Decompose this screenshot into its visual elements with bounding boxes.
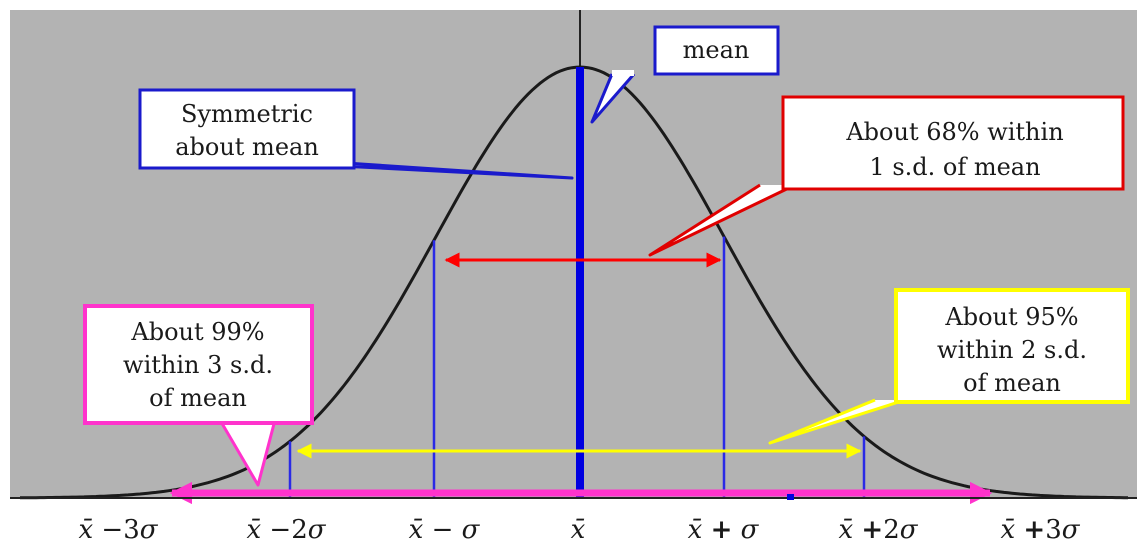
callout-1sd-line-2: 1 s.d. of mean: [869, 153, 1040, 181]
callout-3sd-line-3: of mean: [149, 384, 247, 412]
tick-op: +: [711, 515, 733, 545]
callout-2sd-line-1: About 95%: [944, 303, 1078, 331]
callout-symmetric-line-2: about mean: [175, 133, 319, 161]
tick-op: +: [1023, 515, 1045, 545]
tick-label-mean: x̄: [571, 515, 586, 545]
tick-label-plus-3sd: x̄ +3σ: [1000, 515, 1080, 545]
callout-1sd: About 68% within 1 s.d. of mean: [648, 95, 1125, 257]
callout-symmetric-pointer: [299, 158, 574, 180]
callout-symmetric-line-1: Symmetric: [181, 100, 313, 128]
tick-op: −: [269, 515, 291, 545]
tick-sigma: σ: [140, 515, 159, 545]
callout-2sd-line-3: of mean: [963, 369, 1061, 397]
tick-mult: 3: [1045, 515, 1062, 545]
tick-sigma: σ: [741, 515, 760, 545]
tick-label-minus-3sd: x̄ −3σ: [78, 515, 158, 545]
callout-3sd-box: [83, 304, 314, 425]
tick-op: +: [861, 515, 883, 545]
callout-3sd-pointer: [218, 419, 277, 487]
callout-1sd-pointer: [648, 183, 796, 257]
tick-label-plus-1sd: x̄ + σ: [688, 515, 760, 545]
callout-3sd-line-1: About 99%: [130, 318, 264, 346]
tick-base: x̄: [571, 515, 586, 545]
tick-base: x̄: [78, 515, 93, 545]
tick-mult: 2: [291, 515, 308, 545]
callout-mean: mean: [590, 25, 780, 124]
callout-1sd-box: [781, 95, 1125, 191]
callout-1sd-line-1: About 68% within: [845, 118, 1063, 146]
callout-mean-text: mean: [683, 36, 750, 64]
tick-base: x̄: [409, 515, 424, 545]
callout-2sd-line-2: within 2 s.d.: [937, 336, 1087, 364]
callout-3sd: About 99% within 3 s.d. of mean: [83, 304, 314, 487]
tick-sigma: σ: [462, 515, 481, 545]
tick-label-plus-2sd: x̄ +2σ: [838, 515, 918, 545]
callout-2sd: About 95% within 2 s.d. of mean: [768, 288, 1130, 445]
tick-op: −: [101, 515, 123, 545]
tick-base: x̄: [1000, 515, 1015, 545]
tick-sigma: σ: [1062, 515, 1081, 545]
tick-mult: 2: [883, 515, 900, 545]
tick-labels: x̄ −3σ x̄ −2σ x̄ − σ x̄ x̄ + σ x̄ +2σ x̄…: [78, 515, 1080, 545]
tick-base: x̄: [838, 515, 853, 545]
tick-base: x̄: [688, 515, 703, 545]
callout-3sd-line-2: within 3 s.d.: [123, 351, 273, 379]
tick-mult: 3: [123, 515, 140, 545]
tick-base: x̄: [246, 515, 261, 545]
callout-symmetric-box: [138, 88, 356, 170]
callout-symmetric: Symmetric about mean: [138, 88, 574, 180]
tick-label-minus-1sd: x̄ − σ: [409, 515, 481, 545]
callout-2sd-pointer: [768, 398, 906, 445]
tick-label-minus-2sd: x̄ −2σ: [246, 515, 326, 545]
callout-mean-join: [612, 70, 634, 76]
tick-sigma: σ: [900, 515, 919, 545]
tick-sigma: σ: [308, 515, 327, 545]
axis-marker: [787, 494, 794, 500]
callout-2sd-box: [894, 288, 1130, 404]
callout-mean-pointer: [590, 73, 636, 124]
tick-op: −: [432, 515, 454, 545]
callout-mean-box: [653, 25, 780, 76]
